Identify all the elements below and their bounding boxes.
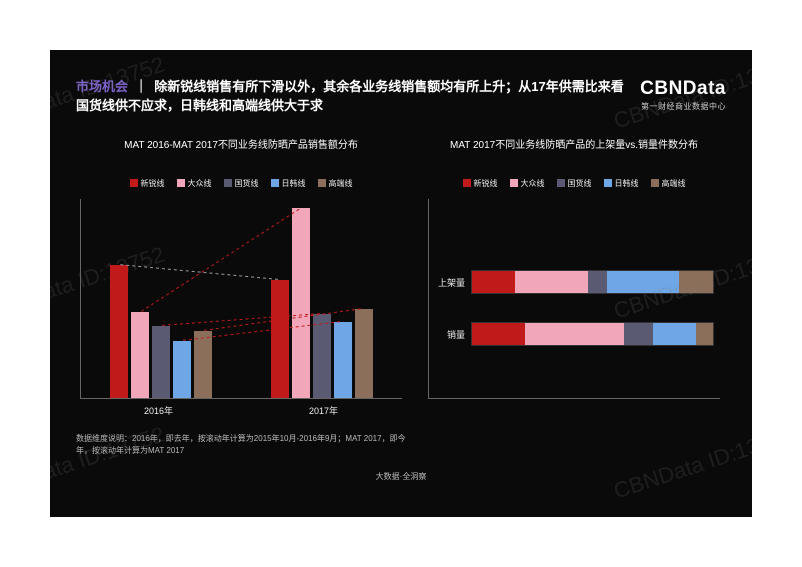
swatch-rihan <box>271 179 279 187</box>
tag-divider: ｜ <box>135 79 148 94</box>
seg-上架量-dazhong <box>515 271 587 293</box>
bar-2016年-guohuo <box>152 326 170 398</box>
legend: 新锐线 大众线 国货线 日韩线 高端线 <box>424 178 724 189</box>
logo: CBNData <box>640 78 726 100</box>
slide: CBNData ID:13752 CBNData ID:13752 CBNDat… <box>50 50 752 517</box>
legend-label-xinrui: 新锐线 <box>141 178 165 189</box>
header-right: CBNData 第一财经商业数据中心 <box>640 78 726 112</box>
swatch-dazhong <box>177 179 185 187</box>
section-tag: 市场机会 <box>76 79 128 94</box>
source-line: 大数据·全洞察 <box>76 471 726 482</box>
swatch-gaoduan <box>318 179 326 187</box>
legend-item-guohuo: 国货线 <box>224 178 259 189</box>
bar-2016年-xinrui <box>110 265 128 398</box>
legend-item-dazhong: 大众线 <box>177 178 212 189</box>
legend-label-dazhong: 大众线 <box>188 178 212 189</box>
swatch-gaoduan <box>651 179 659 187</box>
legend-label-gaoduan: 高端线 <box>329 178 353 189</box>
right-chart: MAT 2017不同业务线防晒产品的上架量vs.销量件数分布 新锐线 大众线 国货线… <box>424 138 724 457</box>
bar-2017年-xinrui <box>271 280 289 398</box>
legend-item-guohuo: 国货线 <box>557 178 592 189</box>
stacked-label-1: 销量 <box>435 328 471 341</box>
footnote: 数据维度说明：2016年，即去年，按滚动年计算为2015年10月-2016年9月… <box>76 433 406 457</box>
bar-chart-area <box>80 199 402 399</box>
stacked-row-0: 上架量 <box>435 270 714 294</box>
year-group-1 <box>250 208 394 398</box>
headline-block: 市场机会 ｜ 除新锐线销售有所下滑以外，其余各业务线销售额均有所上升；从17年供… <box>76 79 624 113</box>
left-chart-title: MAT 2016-MAT 2017不同业务线防晒产品销售额分布 <box>76 138 406 168</box>
seg-销量-rihan <box>653 323 696 345</box>
bar-2016年-gaoduan <box>194 331 212 398</box>
charts-row: MAT 2016-MAT 2017不同业务线防晒产品销售额分布 新锐线 大众线 国货… <box>76 138 726 457</box>
right-chart-title: MAT 2017不同业务线防晒产品的上架量vs.销量件数分布 <box>424 138 724 168</box>
swatch-rihan <box>604 179 612 187</box>
x-label-0: 2016年 <box>144 404 173 417</box>
bar-2017年-guohuo <box>313 314 331 398</box>
legend-label-rihan: 日韩线 <box>615 178 639 189</box>
seg-销量-xinrui <box>472 323 525 345</box>
swatch-xinrui <box>463 179 471 187</box>
legend-item-xinrui: 新锐线 <box>130 178 165 189</box>
left-chart: MAT 2016-MAT 2017不同业务线防晒产品销售额分布 新锐线 大众线 国货… <box>76 138 406 457</box>
seg-销量-guohuo <box>624 323 653 345</box>
legend-item-gaoduan: 高端线 <box>318 178 353 189</box>
year-group-0 <box>89 265 233 398</box>
swatch-guohuo <box>557 179 565 187</box>
seg-上架量-rihan <box>607 271 679 293</box>
seg-上架量-guohuo <box>588 271 607 293</box>
seg-上架量-gaoduan <box>679 271 713 293</box>
swatch-dazhong <box>510 179 518 187</box>
legend: 新锐线 大众线 国货线 日韩线 高端线 <box>76 178 406 189</box>
header: 市场机会 ｜ 除新锐线销售有所下滑以外，其余各业务线销售额均有所上升；从17年供… <box>76 78 726 116</box>
bar-2016年-dazhong <box>131 312 149 398</box>
legend-item-rihan: 日韩线 <box>271 178 306 189</box>
page-root: CBNData ID:13752 CBNData ID:13752 CBNDat… <box>0 0 802 567</box>
x-label-1: 2017年 <box>309 404 338 417</box>
legend-label-guohuo: 国货线 <box>235 178 259 189</box>
legend-item-xinrui: 新锐线 <box>463 178 498 189</box>
legend-label-xinrui: 新锐线 <box>474 178 498 189</box>
stacked-chart-area: 上架量销量 <box>428 199 720 399</box>
legend-item-dazhong: 大众线 <box>510 178 545 189</box>
seg-上架量-xinrui <box>472 271 515 293</box>
legend-label-dazhong: 大众线 <box>521 178 545 189</box>
seg-销量-gaoduan <box>696 323 713 345</box>
legend-label-guohuo: 国货线 <box>568 178 592 189</box>
bar-x-axis: 2016年 2017年 <box>76 404 406 417</box>
legend-item-gaoduan: 高端线 <box>651 178 686 189</box>
legend-item-rihan: 日韩线 <box>604 178 639 189</box>
logo-subtitle: 第一财经商业数据中心 <box>640 101 726 112</box>
stacked-row-1: 销量 <box>435 322 714 346</box>
legend-label-gaoduan: 高端线 <box>662 178 686 189</box>
bar-2016年-rihan <box>173 341 191 398</box>
stacked-bar-1 <box>471 322 714 346</box>
headline-text: 除新锐线销售有所下滑以外，其余各业务线销售额均有所上升；从17年供需比来看国货线… <box>76 79 624 113</box>
legend-label-rihan: 日韩线 <box>282 178 306 189</box>
bar-2017年-gaoduan <box>355 309 373 398</box>
stacked-bar-0 <box>471 270 714 294</box>
swatch-guohuo <box>224 179 232 187</box>
seg-销量-dazhong <box>525 323 624 345</box>
bar-2017年-rihan <box>334 322 352 398</box>
stacked-label-0: 上架量 <box>435 276 471 289</box>
swatch-xinrui <box>130 179 138 187</box>
header-left: 市场机会 ｜ 除新锐线销售有所下滑以外，其余各业务线销售额均有所上升；从17年供… <box>76 78 640 116</box>
bar-2017年-dazhong <box>292 208 310 398</box>
